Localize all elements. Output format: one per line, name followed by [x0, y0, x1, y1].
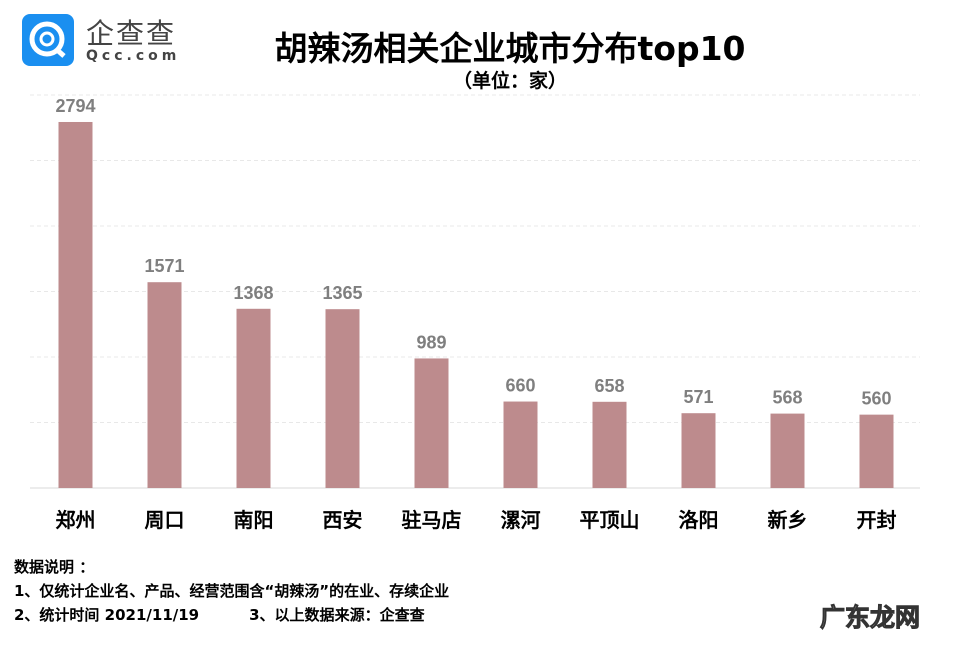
bar	[325, 309, 360, 488]
category-label: 漯河	[501, 508, 541, 532]
bar	[414, 358, 449, 488]
data-label: 560	[861, 389, 891, 409]
category-label: 洛阳	[679, 508, 719, 532]
bar	[859, 414, 894, 488]
category-label: 平顶山	[580, 508, 640, 532]
notes-line-1: 1、仅统计企业名、产品、经营范围含“胡辣汤”的在业、存续企业	[14, 582, 450, 600]
data-label: 1365	[322, 283, 362, 303]
bar	[147, 282, 182, 488]
data-label: 568	[772, 388, 802, 408]
category-label: 郑州	[56, 508, 96, 532]
data-label: 1571	[144, 256, 184, 276]
data-label: 989	[416, 332, 446, 352]
category-label: 开封	[857, 508, 897, 532]
chart-subtitle: （单位：家）	[452, 70, 567, 92]
notes-line-2: 2、统计时间 2021/11/19	[14, 606, 200, 624]
data-label: 660	[505, 376, 535, 396]
data-label: 658	[594, 376, 624, 396]
category-label: 西安	[323, 508, 363, 532]
watermark: 广东龙网	[819, 603, 921, 633]
category-label: 新乡	[768, 508, 808, 532]
bar	[681, 413, 716, 488]
data-label: 1368	[233, 283, 273, 303]
notes-line-3: 3、以上数据来源：企查查	[249, 606, 425, 624]
bar	[58, 121, 93, 489]
chart-title: 胡辣汤相关企业城市分布top10	[274, 29, 746, 68]
bar	[503, 401, 538, 488]
notes-heading: 数据说明 ：	[14, 558, 95, 576]
category-label: 南阳	[234, 508, 274, 532]
bar	[236, 308, 271, 488]
bar	[592, 401, 627, 488]
qcc-logo-mark	[29, 21, 66, 58]
category-label: 周口	[145, 508, 185, 532]
bar	[770, 413, 805, 488]
qcc-logo-icon	[22, 14, 74, 66]
category-label: 驻马店	[402, 508, 462, 532]
logo-name: 企查查	[86, 17, 177, 50]
logo-domain: Qcc.com	[86, 48, 181, 64]
data-label: 2794	[55, 96, 95, 116]
data-notes: 数据说明 ： 1、仅统计企业名、产品、经营范围含“胡辣汤”的在业、存续企业 2、…	[14, 555, 449, 627]
data-label: 571	[683, 387, 713, 407]
